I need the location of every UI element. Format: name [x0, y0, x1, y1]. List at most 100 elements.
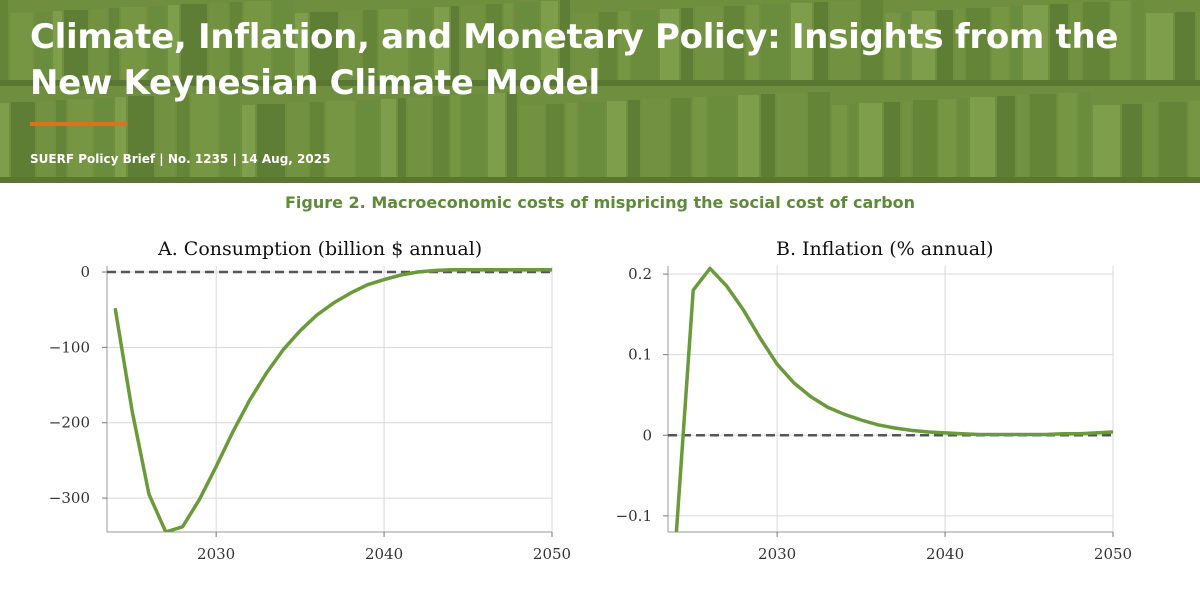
book-spine	[859, 103, 882, 183]
inflation-chart: 0.2 0.1 0 −0.1 2030 2040 2050	[616, 265, 1133, 563]
book-spine	[830, 1, 859, 86]
book-spine	[693, 97, 706, 183]
book-spine	[808, 92, 830, 183]
page-title: Climate, Inflation, and Monetary Policy:…	[30, 17, 1119, 103]
book-spine	[68, 99, 93, 183]
book-spine	[486, 4, 502, 86]
book-spine	[566, 103, 577, 183]
book-spine	[546, 104, 564, 183]
y-tick-label: −0.1	[616, 507, 652, 525]
book-spine	[997, 96, 1015, 183]
banner-tint	[0, 0, 1200, 183]
book-spine	[642, 99, 669, 183]
book-spine	[1050, 4, 1068, 86]
book-spine	[599, 12, 617, 86]
book-spine	[109, 8, 119, 86]
book-spine	[398, 98, 406, 183]
book-spine	[1070, 3, 1081, 86]
header-banner: Climate, Inflation, and Monetary Policy:…	[0, 0, 1200, 183]
book-spine	[1175, 12, 1195, 86]
book-spine	[53, 11, 62, 86]
book-spine	[761, 4, 789, 86]
x-tick-label: 2050	[1094, 545, 1132, 563]
book-spine	[519, 105, 544, 183]
book-spine	[181, 4, 207, 86]
book-spine	[1017, 95, 1028, 183]
book-spine	[177, 94, 189, 183]
book-spine	[970, 97, 995, 183]
book-spine	[295, 13, 308, 86]
book-spine	[230, 2, 242, 86]
x-tick-label: 2040	[365, 545, 403, 563]
book-spine	[1122, 104, 1142, 183]
book-spine	[115, 97, 126, 183]
consumption-chart: 0 −100 −200 −300 2030 2040 2050	[49, 263, 571, 563]
x-tick-label: 2030	[758, 545, 796, 563]
book-spine	[273, 0, 293, 86]
book-spine	[451, 95, 460, 183]
y-tick-label: −200	[49, 414, 90, 432]
book-spine	[814, 2, 828, 86]
book-spine	[244, 1, 271, 86]
book-spine	[939, 99, 956, 183]
book-spine	[35, 12, 51, 86]
series-line	[674, 266, 1113, 532]
book-spine	[966, 8, 990, 86]
book-spine	[1197, 11, 1200, 86]
book-spine	[488, 93, 505, 183]
book-spine	[220, 92, 240, 183]
book-spine	[912, 11, 935, 86]
inflation-panel-title: B. Inflation (% annual)	[776, 238, 994, 260]
book-spine	[958, 98, 968, 183]
book-spine	[95, 98, 113, 183]
book-spine	[451, 6, 459, 86]
bookshelf-background	[0, 0, 1200, 183]
book-spine	[746, 5, 759, 86]
book-spine	[1093, 105, 1120, 183]
book-spine	[572, 13, 597, 86]
book-spine	[462, 94, 486, 183]
book-spine	[1111, 1, 1130, 86]
book-spine	[607, 101, 626, 183]
book-spine	[885, 13, 900, 86]
x-tick-label: 2030	[197, 545, 235, 563]
book-spine	[1030, 94, 1056, 183]
book-spine	[326, 101, 355, 183]
book-spine	[832, 105, 847, 183]
bookshelf-pattern	[0, 0, 1200, 183]
book-spine	[902, 12, 910, 86]
brief-meta: SUERF Policy Brief | No. 1235 | 14 Aug, …	[30, 152, 331, 166]
book-spine	[257, 104, 285, 183]
book-spine	[1144, 103, 1157, 183]
book-spine	[363, 10, 377, 86]
book-spine	[619, 11, 630, 86]
book-spine	[0, 103, 9, 183]
book-spine	[310, 102, 324, 183]
book-spine	[121, 7, 146, 86]
book-spine	[310, 12, 338, 86]
book-spine	[884, 102, 900, 183]
book-spine	[148, 6, 166, 86]
book-spine	[357, 100, 379, 183]
book-spine	[1083, 2, 1109, 86]
y-tick-label: −100	[49, 338, 90, 356]
book-spine	[560, 0, 570, 86]
book-spine	[632, 10, 658, 86]
book-spine	[381, 99, 396, 183]
book-spine	[340, 11, 361, 86]
book-spine	[902, 101, 911, 183]
book-spine	[937, 10, 953, 86]
shelf-board	[0, 80, 1200, 86]
y-tick-label: 0	[642, 426, 652, 444]
book-spine	[761, 94, 775, 183]
book-spine	[287, 103, 308, 183]
book-spine	[738, 95, 759, 183]
book-spine	[408, 97, 431, 183]
book-spine	[434, 7, 449, 86]
book-spine	[660, 9, 679, 86]
book-spine	[955, 9, 964, 86]
book-spine	[671, 98, 691, 183]
book-spine	[209, 3, 228, 86]
book-spine	[37, 101, 54, 183]
